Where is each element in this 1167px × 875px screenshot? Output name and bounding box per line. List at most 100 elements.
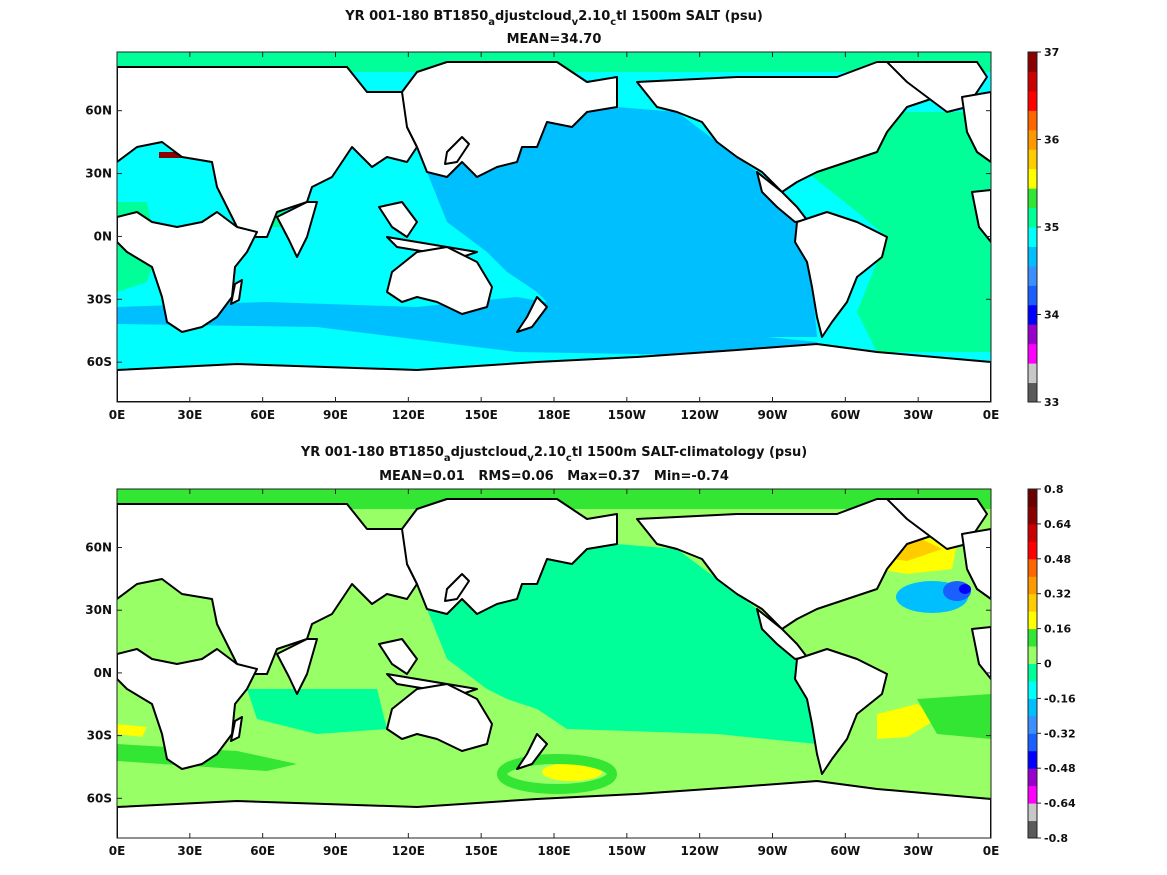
x-tick-label: 150W	[608, 844, 646, 858]
colorbar-swatch	[1028, 593, 1037, 612]
colorbar-tick-label: -0.32	[1044, 727, 1076, 740]
panel2-region-pacific	[427, 544, 817, 744]
colorbar-swatch	[1028, 506, 1037, 525]
x-tick-label: 150E	[465, 844, 498, 858]
panel-salinity: YR 001-180 BT1850adjustcloudv2.10ctl 150…	[85, 9, 1059, 422]
panel1-subtitle: MEAN=34.70	[507, 32, 602, 47]
colorbar-swatch	[1028, 611, 1037, 630]
colorbar-swatch	[1028, 246, 1037, 267]
x-tick-label: 60W	[830, 844, 860, 858]
colorbar-swatch	[1028, 646, 1037, 664]
x-tick-label: 30W	[903, 408, 933, 422]
colorbar-tick-label: 37	[1044, 46, 1059, 59]
colorbar-tick-label: 0.64	[1044, 518, 1071, 531]
x-tick-label: 180E	[537, 844, 570, 858]
x-tick-label: 180E	[537, 408, 570, 422]
colorbar-swatch	[1028, 90, 1037, 111]
x-tick-label: 90W	[758, 408, 788, 422]
colorbar-swatch	[1028, 52, 1037, 72]
panel2-y-axis: 60N 30N 0N 30S 60S	[85, 541, 991, 805]
x-tick-label: 150E	[465, 408, 498, 422]
panel-salinity-anomaly: YR 001-180 BT1850adjustcloudv2.10ctl 150…	[85, 445, 1076, 858]
panel2-region-south-pacific-ring	[497, 754, 617, 794]
x-tick-label: 60E	[250, 844, 275, 858]
colorbar-swatch	[1028, 680, 1037, 699]
panel2-colorbar: 0.8 0.64 0.48 0.32 0.16 0 -0.16 -0.32 -0.48 -0.64…	[1027, 483, 1076, 845]
colorbar-swatch	[1028, 558, 1037, 577]
panel2-region-south-atlantic-green	[917, 694, 991, 739]
colorbar-swatch	[1028, 523, 1037, 542]
panel2-region-west-indian-positive	[117, 724, 147, 737]
colorbar-swatch	[1028, 227, 1037, 247]
colorbar-swatch	[1028, 820, 1037, 839]
panel1-region-pacific	[427, 107, 817, 337]
x-tick-label: 120W	[681, 844, 719, 858]
colorbar-tick-label: 0.48	[1044, 553, 1071, 566]
colorbar-swatch	[1028, 265, 1037, 286]
x-tick-label: 120E	[392, 844, 425, 858]
y-tick-label: 0N	[94, 666, 112, 680]
panel1-region-southern-band	[117, 297, 817, 357]
colorbar-swatch	[1028, 188, 1037, 209]
colorbar-swatch	[1028, 168, 1037, 189]
y-tick-label: 60S	[87, 355, 112, 369]
y-tick-label: 60N	[85, 104, 112, 118]
colorbar-swatch	[1028, 576, 1037, 595]
panel1-colorbar: 37 36 35 34 33	[1027, 46, 1060, 409]
x-tick-label: 150W	[608, 408, 646, 422]
colorbar-swatch	[1028, 541, 1037, 560]
colorbar-swatch	[1028, 750, 1037, 769]
colorbar-tick-label: 0	[1044, 658, 1052, 671]
colorbar-swatch	[1028, 304, 1037, 325]
colorbar-tick-label: 0.16	[1044, 623, 1071, 636]
colorbar-swatch	[1028, 715, 1037, 734]
x-tick-label: 90E	[323, 408, 348, 422]
x-tick-label: 60W	[830, 408, 860, 422]
colorbar-swatch	[1028, 149, 1037, 170]
y-tick-label: 30S	[87, 729, 112, 743]
y-tick-label: 0N	[94, 229, 112, 243]
colorbar-tick-label: 35	[1044, 221, 1059, 234]
panel2-region-south-atlantic-positive	[877, 704, 937, 739]
colorbar-swatch	[1028, 628, 1037, 647]
colorbar-swatch	[1028, 110, 1037, 131]
colorbar-swatch	[1028, 698, 1037, 717]
colorbar-swatch	[1028, 663, 1037, 682]
colorbar-tick-label: 36	[1044, 134, 1060, 147]
colorbar-swatch	[1028, 733, 1037, 752]
x-tick-label: 60E	[250, 408, 275, 422]
y-tick-label: 30N	[85, 167, 112, 181]
panel1-region-atlantic	[797, 112, 991, 352]
colorbar-swatch	[1028, 324, 1037, 345]
colorbar-swatch	[1028, 785, 1037, 804]
x-tick-label: 30E	[177, 844, 202, 858]
colorbar-tick-label: 0.8	[1044, 483, 1064, 496]
colorbar-swatch	[1028, 363, 1037, 384]
x-tick-label: 90W	[758, 844, 788, 858]
colorbar-swatch	[1028, 768, 1037, 787]
panel2-x-axis: 0E 30E 60E 90E 120E 150E 180E 150W 120W 90W 60W 30W…	[109, 489, 1000, 858]
colorbar-swatch	[1028, 382, 1037, 403]
panel2-region-indian-patches	[247, 689, 387, 734]
panel2-subtitle: MEAN=0.01 RMS=0.06 Max=0.37 Min=-0.74	[379, 469, 729, 484]
x-tick-label: 0E	[109, 408, 126, 422]
colorbar-swatch	[1028, 71, 1037, 92]
panel1-title: YR 001-180 BT1850adjustcloudv2.10ctl 150…	[344, 9, 763, 28]
x-tick-label: 30W	[903, 844, 933, 858]
x-tick-label: 30E	[177, 408, 202, 422]
panel2-region-gulf-stream-core	[959, 584, 971, 594]
x-tick-label: 0E	[109, 844, 126, 858]
colorbar-swatch	[1028, 343, 1037, 364]
x-tick-label: 0E	[983, 844, 1000, 858]
colorbar-tick-label: 33	[1044, 396, 1059, 409]
colorbar-swatch	[1028, 489, 1037, 507]
y-tick-label: 30N	[85, 603, 112, 617]
y-tick-label: 60S	[87, 791, 112, 805]
colorbar-swatch	[1028, 129, 1037, 150]
colorbar-tick-label: -0.48	[1044, 762, 1076, 775]
x-tick-label: 90E	[323, 844, 348, 858]
colorbar-swatch	[1028, 207, 1037, 228]
x-tick-label: 120E	[392, 408, 425, 422]
y-tick-label: 30S	[87, 292, 112, 306]
